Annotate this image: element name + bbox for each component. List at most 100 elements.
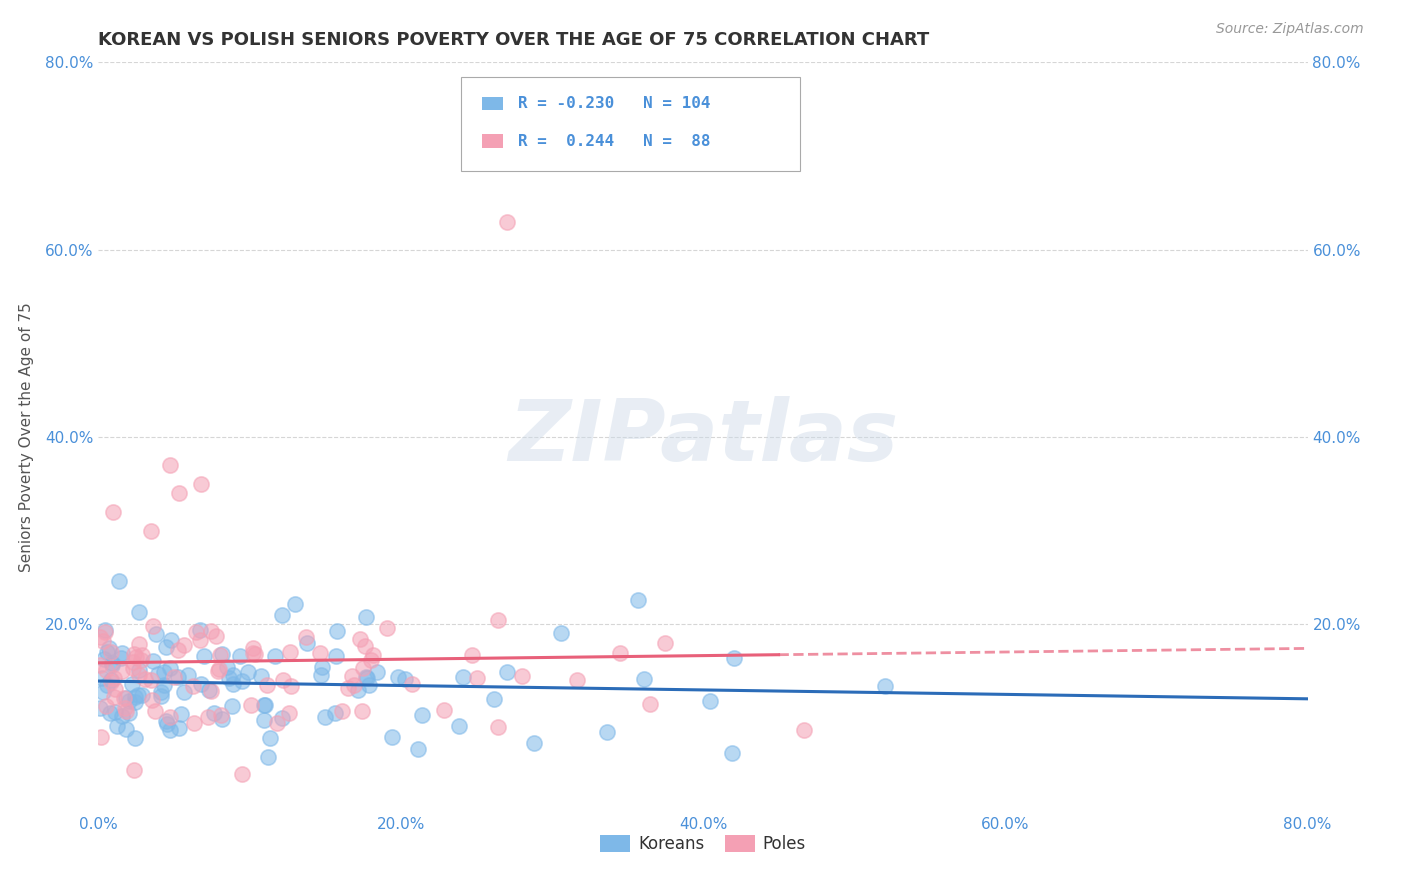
Point: [104, 682, 127, 697]
Point: [231, 767, 253, 781]
Point: [124, 764, 146, 778]
Point: [131, 648, 153, 662]
Point: [596, 725, 619, 739]
Point: [375, 621, 398, 635]
Point: [143, 704, 166, 718]
Point: [159, 710, 181, 724]
Point: [160, 633, 183, 648]
Point: [217, 659, 239, 673]
Point: [145, 627, 167, 641]
Point: [336, 681, 359, 695]
Point: [353, 639, 375, 653]
Point: [486, 720, 509, 734]
Point: [183, 716, 205, 731]
Point: [139, 524, 162, 538]
Point: [236, 665, 259, 680]
Point: [188, 623, 211, 637]
Text: Source: ZipAtlas.com: Source: ZipAtlas.com: [1216, 22, 1364, 37]
Point: [167, 643, 190, 657]
Point: [495, 214, 517, 228]
Point: [186, 624, 208, 639]
Point: [278, 645, 301, 659]
Point: [280, 679, 302, 693]
Point: [200, 624, 222, 639]
Point: [205, 629, 228, 643]
Point: [211, 647, 233, 661]
Point: [163, 670, 186, 684]
Point: [401, 676, 423, 690]
Point: [127, 688, 149, 702]
Point: [221, 698, 243, 713]
Point: [193, 648, 215, 663]
Point: [259, 731, 281, 746]
Point: [633, 673, 655, 687]
Point: [118, 694, 141, 708]
Point: [271, 711, 294, 725]
Point: [159, 723, 181, 737]
Point: [354, 670, 377, 684]
Point: [188, 633, 211, 648]
Point: [103, 690, 125, 705]
Point: [284, 597, 307, 611]
Text: KOREAN VS POLISH SENIORS POVERTY OVER THE AGE OF 75 CORRELATION CHART: KOREAN VS POLISH SENIORS POVERTY OVER TH…: [98, 31, 929, 49]
Point: [110, 651, 132, 665]
Point: [98, 706, 121, 720]
Point: [167, 721, 190, 735]
Point: [91, 633, 114, 648]
Point: [91, 672, 114, 686]
Point: [461, 648, 484, 662]
Point: [122, 661, 145, 675]
Point: [124, 731, 146, 745]
Point: [105, 719, 128, 733]
Point: [295, 630, 318, 644]
Point: [349, 632, 371, 646]
Point: [253, 698, 276, 712]
Point: [699, 694, 721, 708]
Point: [352, 661, 374, 675]
Point: [352, 704, 374, 718]
Y-axis label: Seniors Poverty Over the Age of 75: Seniors Poverty Over the Age of 75: [18, 302, 34, 572]
Point: [100, 675, 122, 690]
Point: [266, 715, 288, 730]
Point: [221, 677, 243, 691]
Point: [360, 653, 382, 667]
Point: [510, 669, 533, 683]
Point: [100, 673, 122, 687]
Point: [118, 706, 141, 720]
Point: [411, 707, 433, 722]
Point: [207, 664, 229, 678]
Point: [256, 677, 278, 691]
Point: [243, 647, 266, 661]
Point: [190, 476, 212, 491]
Point: [323, 706, 346, 721]
Point: [277, 706, 299, 720]
Point: [198, 683, 221, 698]
Point: [222, 668, 245, 682]
Point: [176, 668, 198, 682]
Point: [523, 736, 546, 750]
Point: [330, 704, 353, 718]
Point: [567, 673, 589, 687]
Point: [356, 671, 378, 685]
Point: [271, 673, 294, 687]
Point: [208, 662, 231, 676]
Point: [149, 685, 172, 699]
Point: [159, 458, 181, 473]
Point: [111, 664, 134, 678]
Point: [98, 640, 121, 655]
Point: [357, 678, 380, 692]
Point: [309, 646, 332, 660]
Point: [264, 648, 287, 663]
Point: [242, 646, 264, 660]
Point: [347, 683, 370, 698]
Point: [366, 665, 388, 680]
Point: [114, 700, 136, 714]
Point: [94, 663, 117, 677]
Point: [148, 666, 170, 681]
Text: ZIPatlas: ZIPatlas: [508, 395, 898, 479]
Point: [155, 714, 177, 728]
Point: [125, 650, 148, 665]
Point: [131, 688, 153, 702]
Point: [128, 637, 150, 651]
Point: [129, 652, 152, 666]
